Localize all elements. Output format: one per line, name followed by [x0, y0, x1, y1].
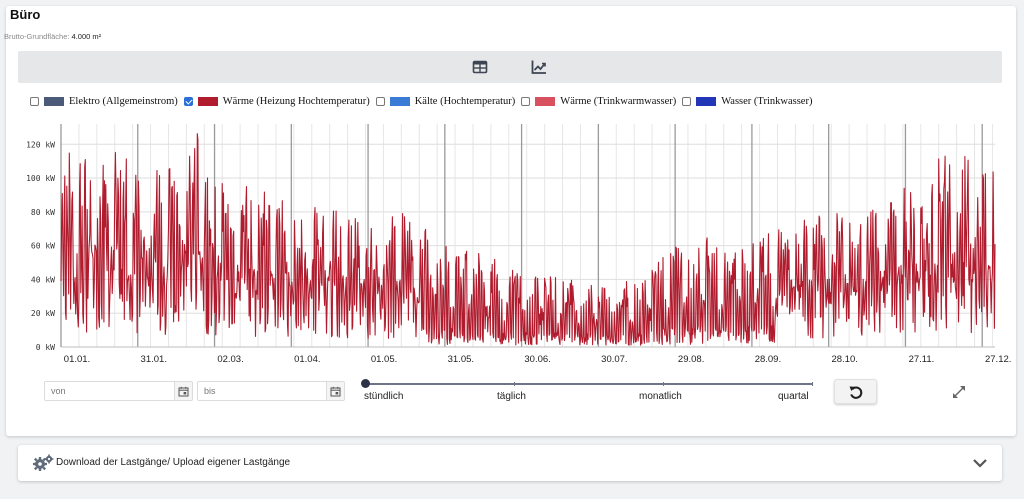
download-upload-accordion[interactable]: Download der Lastgänge/ Upload eigener L…	[18, 445, 1002, 481]
x-tick-label: 31.05.	[448, 354, 474, 365]
legend-item[interactable]: Kälte (Hochtemperatur)	[375, 95, 516, 107]
chevron-down-icon	[973, 459, 987, 468]
undo-icon	[849, 386, 862, 399]
resolution-label-daily[interactable]: täglich	[497, 391, 526, 402]
x-tick-label: 27.12.	[985, 354, 1011, 365]
resolution-label-quarter[interactable]: quartal	[778, 391, 809, 402]
floor-area-value: 4.000 m²	[71, 32, 102, 41]
reset-zoom-button[interactable]	[834, 379, 877, 404]
floor-area: Brutto-Grundfläche: 4.000 m²	[4, 32, 101, 41]
table-icon	[472, 60, 488, 74]
legend-swatch	[197, 96, 218, 106]
chart-view-button[interactable]	[531, 59, 547, 75]
fullscreen-button[interactable]	[951, 384, 967, 400]
resolution-label-hourly[interactable]: stündlich	[364, 391, 404, 402]
to-date-picker-button[interactable]	[326, 382, 344, 400]
legend-swatch	[389, 96, 410, 106]
legend-checkbox[interactable]	[521, 96, 531, 106]
legend-item[interactable]: Elektro (Allgemeinstrom)	[30, 96, 178, 107]
x-tick-label: 30.07.	[601, 354, 627, 365]
chart-legend: Elektro (Allgemeinstrom) Wärme (Heizung H…	[30, 94, 818, 108]
x-tick-label: 02.03.	[217, 354, 243, 365]
y-tick-label: 40 kW	[31, 275, 55, 284]
accordion-label: Download der Lastgänge/ Upload eigener L…	[56, 457, 291, 468]
to-date-placeholder: bis	[204, 386, 216, 396]
x-tick-label: 27.11.	[909, 354, 935, 365]
gears-icon	[33, 454, 54, 471]
legend-swatch	[44, 96, 64, 106]
page-title: Büro	[10, 7, 41, 22]
y-tick-label: 60 kW	[31, 242, 55, 251]
expand-icon	[953, 386, 965, 398]
from-date-field[interactable]: von	[44, 381, 193, 401]
resolution-slider-handle[interactable]	[361, 379, 370, 388]
legend-label: Kälte (Hochtemperatur)	[414, 95, 516, 107]
resolution-slider-tick	[812, 382, 813, 386]
floor-area-label: Brutto-Grundfläche:	[4, 32, 70, 41]
legend-swatch	[696, 96, 717, 106]
resolution-slider-tick	[663, 382, 664, 386]
from-date-placeholder: von	[51, 386, 66, 396]
legend-checkbox[interactable]	[30, 96, 39, 106]
legend-checkbox[interactable]	[682, 96, 692, 106]
legend-item[interactable]: Wärme (Trinkwarmwasser)	[521, 96, 676, 107]
calendar-icon	[178, 386, 189, 396]
x-tick-label: 28.09.	[755, 354, 781, 365]
legend-checkbox[interactable]	[183, 96, 193, 106]
legend-label: Elektro (Allgemeinstrom)	[69, 95, 178, 107]
y-tick-label: 80 kW	[31, 208, 55, 217]
x-tick-label: 30.06.	[524, 354, 550, 365]
resolution-slider-tick	[514, 382, 515, 386]
x-tick-label: 28.10.	[831, 354, 857, 365]
y-tick-label: 20 kW	[31, 309, 55, 318]
y-tick-label: 100 kW	[26, 174, 55, 183]
resolution-label-monthly[interactable]: monatlich	[639, 391, 682, 402]
line-chart-icon	[531, 60, 546, 74]
x-tick-label: 01.04.	[294, 354, 320, 365]
resolution-slider-track[interactable]	[365, 383, 813, 385]
legend-swatch	[535, 96, 556, 106]
x-tick-label: 01.01.	[64, 354, 90, 365]
y-tick-label: 0 kW	[36, 343, 55, 352]
calendar-icon	[330, 386, 341, 396]
x-tick-label: 31.01.	[141, 354, 167, 365]
legend-checkbox[interactable]	[375, 96, 385, 106]
legend-item[interactable]: Wärme (Heizung Hochtemperatur)	[183, 95, 370, 107]
legend-label: Wärme (Trinkwarmwasser)	[560, 95, 677, 107]
load-profile-chart: 0 kW 20 kW 40 kW 60 kW 80 kW 100 kW 120 kW 01.0…	[26, 124, 1011, 365]
from-date-picker-button[interactable]	[174, 382, 192, 400]
view-toolbar	[18, 51, 1002, 83]
y-tick-label: 120 kW	[26, 140, 55, 149]
x-tick-label: 29.08.	[678, 354, 704, 365]
legend-item[interactable]: Wasser (Trinkwasser)	[682, 96, 812, 107]
series-line-heating	[60, 133, 996, 346]
table-view-button[interactable]	[472, 59, 488, 75]
legend-label: Wärme (Heizung Hochtemperatur)	[222, 95, 370, 107]
to-date-field[interactable]: bis	[197, 381, 345, 401]
x-tick-label: 01.05.	[371, 354, 397, 365]
legend-label: Wasser (Trinkwasser)	[721, 95, 813, 107]
